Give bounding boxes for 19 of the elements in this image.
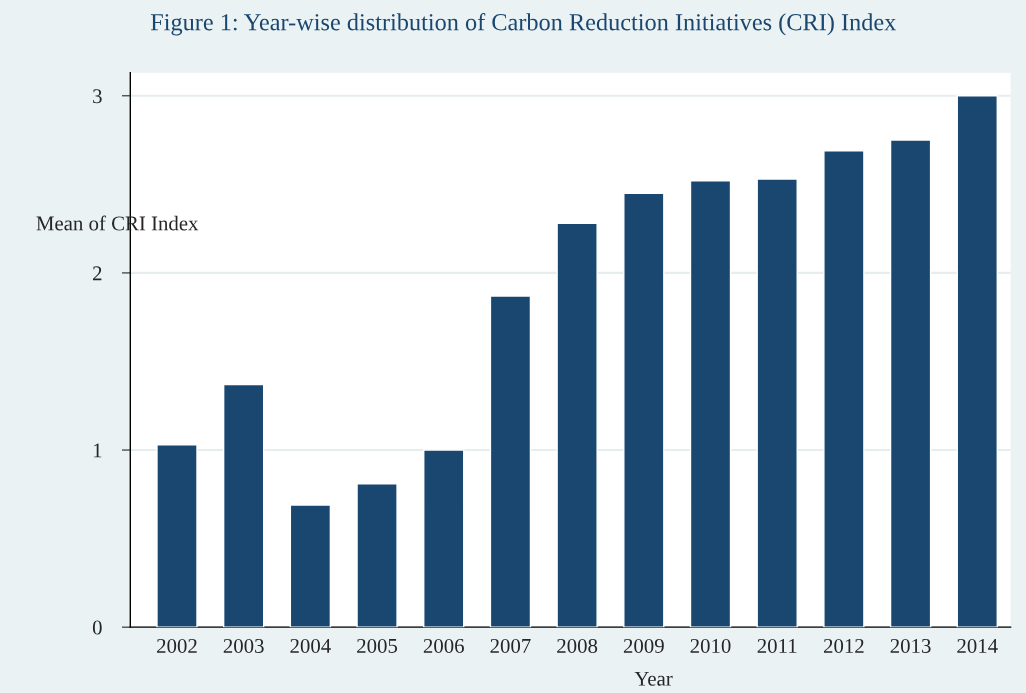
y-tick-label: 3 xyxy=(93,89,102,104)
x-tick-label: 2011 xyxy=(757,638,797,653)
x-tick-label: 2012 xyxy=(823,638,864,653)
y-tick-label: 1 xyxy=(93,443,102,458)
chart-title: Figure 1: Year-wise distribution of Carbon Reduction Initiatives (CRI) Index xyxy=(150,13,897,36)
x-tick-label: 2003 xyxy=(223,638,264,653)
y-tick-label: 0 xyxy=(92,620,102,635)
y-tick-label: 2 xyxy=(93,266,102,281)
x-tick-label: 2002 xyxy=(157,638,197,653)
x-tick-label: 2005 xyxy=(357,638,398,653)
x-tick-label: 2006 xyxy=(423,638,464,653)
x-tick-label: 2009 xyxy=(623,638,664,653)
x-tick-label: 2008 xyxy=(557,638,598,653)
x-tick-label: 2007 xyxy=(490,638,531,653)
x-tick-label: 2014 xyxy=(957,638,998,653)
x-tick-label: 2010 xyxy=(690,638,731,653)
x-tick-label: 2013 xyxy=(890,638,931,653)
x-tick-label: 2004 xyxy=(290,638,331,653)
x-axis-title: Year xyxy=(634,671,673,686)
